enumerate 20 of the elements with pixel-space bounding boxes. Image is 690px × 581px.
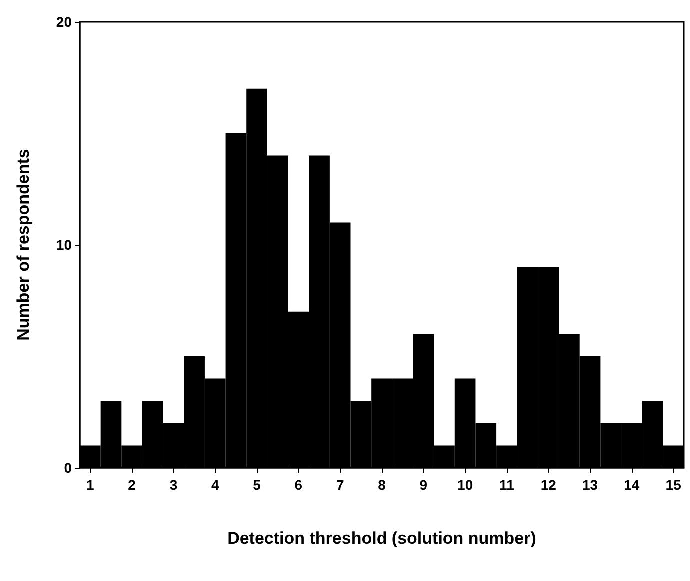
y-tick-label: 0: [64, 460, 72, 476]
x-tick-label: 1: [86, 477, 95, 493]
x-tick-label: 6: [294, 477, 303, 493]
y-tick-label: 10: [56, 237, 72, 253]
x-tick-label: 7: [336, 477, 344, 493]
x-axis-title: Detection threshold (solution number): [228, 529, 536, 548]
x-tick-label: 12: [540, 477, 557, 493]
x-tick-label: 2: [128, 477, 136, 493]
x-tick-label: 4: [211, 477, 220, 493]
y-tick-label: 20: [56, 14, 72, 30]
x-tick-label: 5: [253, 477, 262, 493]
x-tick-label: 14: [624, 477, 640, 493]
x-tick-label: 3: [170, 477, 178, 493]
x-tick-label: 8: [378, 477, 386, 493]
x-tick-label: 15: [666, 477, 682, 493]
y-axis-title: Number of respondents: [14, 149, 33, 341]
x-tick-label: 11: [500, 477, 515, 493]
x-tick-label: 9: [420, 477, 428, 493]
x-tick-label: 13: [582, 477, 598, 493]
x-tick-label: 10: [458, 477, 474, 493]
